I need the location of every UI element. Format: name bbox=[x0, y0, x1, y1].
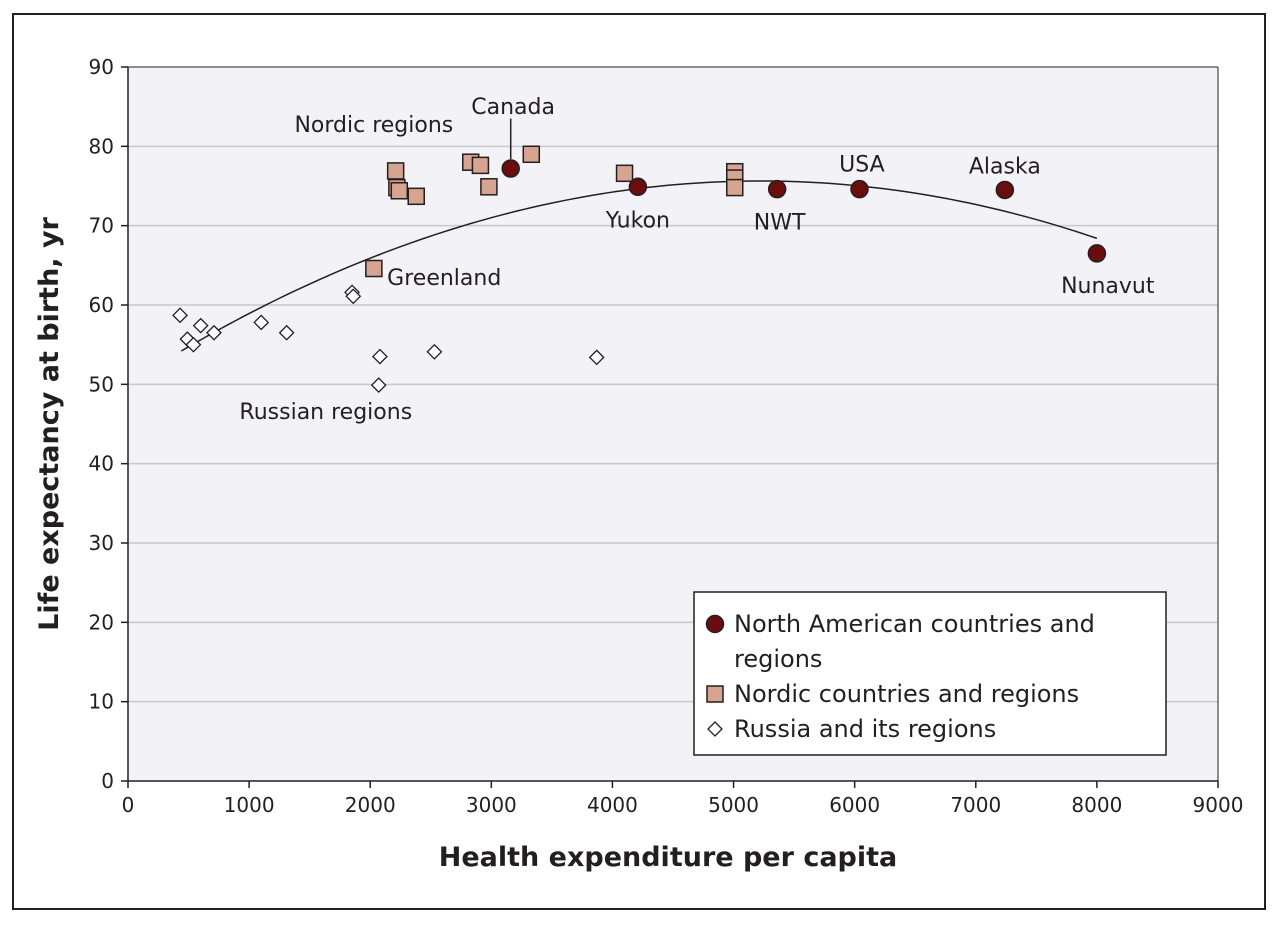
diamond-point-10 bbox=[371, 348, 388, 365]
square-point-8 bbox=[522, 145, 541, 164]
legend-marker-circle bbox=[705, 614, 725, 634]
x-tick-label-3000: 3000 bbox=[466, 793, 517, 817]
circle-point-0 bbox=[501, 159, 520, 178]
circle-point-4 bbox=[995, 180, 1015, 200]
legend-marker-square bbox=[706, 685, 724, 703]
annotation-alaska: Alaska bbox=[969, 154, 1041, 179]
square-point-6 bbox=[471, 156, 490, 175]
point-annotations: Canada Nordic regions Greenland Russian reg… bbox=[239, 95, 1154, 425]
x-tick-label-0: 0 bbox=[122, 793, 135, 817]
y-axis-ticks: 0 10 20 30 40 50 60 70 80 90 bbox=[89, 55, 128, 793]
legend-label-0-line-0: North American countries and bbox=[734, 610, 1095, 638]
annotation-greenland: Greenland bbox=[387, 266, 501, 291]
square-point-9 bbox=[615, 164, 634, 183]
circle-point-2 bbox=[767, 179, 787, 199]
diamond-point-3 bbox=[192, 317, 209, 334]
legend-label-1-line-0: Nordic countries and regions bbox=[734, 680, 1079, 708]
y-tick-label-90: 90 bbox=[89, 55, 114, 79]
legend-marker-diamond bbox=[707, 721, 723, 737]
circle-point-1 bbox=[628, 177, 648, 197]
square-point-1 bbox=[386, 162, 405, 180]
circle-point-3 bbox=[850, 179, 869, 199]
diamond-point-8 bbox=[345, 288, 362, 305]
y-tick-label-80: 80 bbox=[89, 134, 114, 158]
diamond-point-4 bbox=[206, 324, 222, 341]
x-tick-label-1000: 1000 bbox=[224, 793, 275, 817]
annotation-russian-regions: Russian regions bbox=[239, 400, 412, 425]
x-axis-ticks: 0 1000 2000 3000 4000 5000 6000 7000 8000 9000 bbox=[122, 781, 1244, 817]
y-tick-label-70: 70 bbox=[89, 214, 114, 238]
y-tick-label-0: 0 bbox=[101, 769, 114, 793]
annotation-canada: Canada bbox=[471, 95, 555, 120]
legend-box bbox=[693, 591, 1167, 756]
x-tick-label-7000: 7000 bbox=[950, 793, 1001, 817]
legend-label-2-line-0: Russia and its regions bbox=[734, 715, 996, 743]
x-tick-label-5000: 5000 bbox=[708, 793, 759, 817]
y-tick-label-50: 50 bbox=[89, 372, 114, 396]
x-tick-label-2000: 2000 bbox=[345, 793, 396, 817]
diamond-point-5 bbox=[253, 314, 270, 331]
diamond-point-2 bbox=[185, 336, 202, 353]
y-tick-label-30: 30 bbox=[89, 531, 114, 555]
figure-frame bbox=[12, 13, 1266, 910]
diamond-point-0 bbox=[172, 307, 188, 324]
square-point-3 bbox=[390, 182, 409, 200]
annotation-yukon: Yukon bbox=[605, 208, 670, 233]
diamond-point-6 bbox=[278, 324, 295, 341]
annotation-nunavut: Nunavut bbox=[1061, 274, 1155, 299]
x-tick-label-6000: 6000 bbox=[829, 793, 880, 817]
data-points bbox=[172, 145, 1107, 394]
circle-point-5 bbox=[1087, 244, 1107, 263]
diamond-point-11 bbox=[426, 343, 443, 360]
square-point-4 bbox=[407, 187, 425, 206]
y-axis-title: Life expectancy at birth, yr bbox=[34, 216, 65, 630]
y-tick-label-60: 60 bbox=[89, 293, 114, 317]
y-tick-label-20: 20 bbox=[89, 610, 114, 634]
x-tick-label-8000: 8000 bbox=[1071, 793, 1122, 817]
x-tick-label-9000: 9000 bbox=[1193, 793, 1244, 817]
x-axis-title: Health expenditure per capita bbox=[439, 842, 898, 873]
y-tick-label-40: 40 bbox=[89, 452, 114, 476]
square-point-7 bbox=[480, 178, 498, 196]
legend-label-0-line-1: regions bbox=[734, 645, 822, 673]
y-tick-label-10: 10 bbox=[89, 690, 114, 714]
square-point-12 bbox=[726, 178, 744, 197]
x-tick-label-4000: 4000 bbox=[587, 793, 638, 817]
diamond-point-9 bbox=[370, 377, 387, 394]
annotation-nwt: NWT bbox=[754, 211, 806, 236]
annotation-nordic-regions: Nordic regions bbox=[294, 113, 453, 138]
diamond-point-12 bbox=[588, 349, 605, 366]
annotation-usa: USA bbox=[839, 153, 885, 178]
square-point-0 bbox=[365, 259, 383, 278]
legend: North American countries and regions Nordi… bbox=[693, 591, 1167, 756]
